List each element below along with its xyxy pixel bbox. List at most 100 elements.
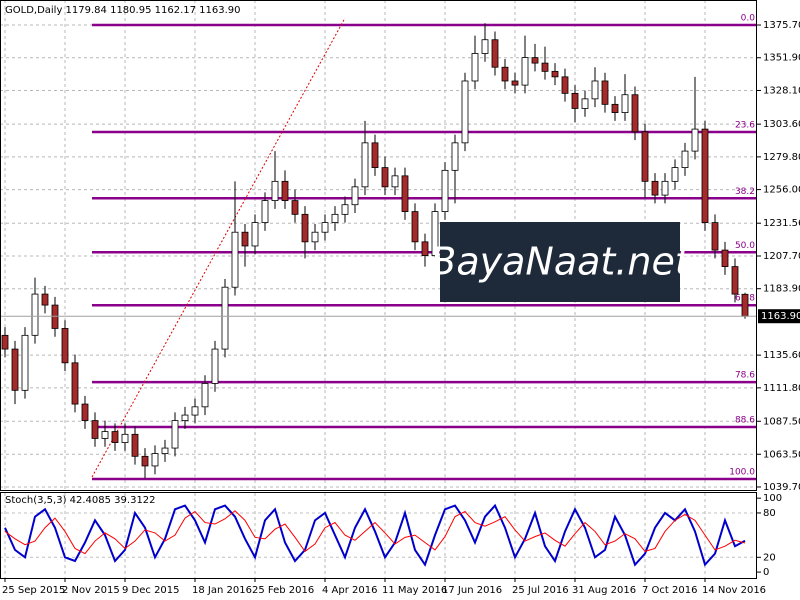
stoch-frame [0,492,757,579]
candle-body [421,241,429,256]
candle-body [721,249,729,267]
trend-line [91,17,346,478]
fib-label: 78.6 [735,371,755,381]
candle-body [281,180,289,201]
y-tick-label: 1279.80 [763,152,800,163]
x-tick-label: 2 Nov 2015 [62,585,120,596]
candle-body [261,200,269,223]
candle-body [531,57,539,64]
candle-body [251,222,259,247]
candle-body [241,231,249,247]
y-tick-label: 1111.80 [763,383,800,394]
candle-body [431,211,439,256]
candle-body [551,70,559,78]
x-tick-label: 4 Apr 2016 [322,585,377,596]
x-tick-label: 25 Feb 2016 [252,585,314,596]
candle-body [621,94,629,114]
x-tick-label: 17 Jun 2016 [442,585,502,596]
x-tick-label: 18 Jan 2016 [192,585,252,596]
candle-body [211,348,219,384]
y-tick-label: 1063.50 [763,449,800,460]
fib-label: 100.0 [729,468,755,478]
y-tick-label: 100 [763,493,782,504]
main-frame [0,0,757,491]
candle-body [481,39,489,54]
y-tick-label: 20 [763,552,776,563]
candle-body [301,213,309,243]
y-tick-label: 1351.90 [763,53,800,64]
candle-body [1,334,9,350]
candle-body [401,175,409,212]
y-tick-label: 1183.90 [763,284,800,295]
y-tick-label: 1039.70 [763,482,800,493]
candle-body [611,103,619,114]
y-tick-label: 1303.60 [763,119,800,130]
candle-body [631,94,639,133]
candle-body [681,150,689,168]
candle-body [661,180,669,196]
fib-label: 23.6 [735,120,755,130]
candle-body [81,403,89,421]
candle-body [641,131,649,182]
candle-body [201,383,209,408]
candle-body [151,453,159,467]
candle-body [111,431,119,443]
candle-body [191,406,199,416]
candle-body [731,266,739,295]
y-tick-label: 1207.70 [763,251,800,262]
candle-body [521,57,529,86]
y-tick-label: 1231.56 [763,218,800,229]
x-tick-label: 11 May 2016 [382,585,447,596]
fib-label: 0.0 [741,14,756,24]
grid [0,0,757,578]
y-tick-label: 80 [763,508,776,519]
x-tick-label: 14 Nov 2016 [702,585,766,596]
candle-body [61,328,69,364]
x-tick-label: 25 Sep 2015 [2,585,65,596]
candle-body [51,304,59,329]
candle-body [691,128,699,152]
candle-body [321,222,329,233]
candle-body [651,180,659,196]
candle-body [101,431,109,439]
candle-body [181,414,189,421]
candle-body [441,169,449,212]
candle-body [271,180,279,201]
candle-body [331,213,339,223]
candle-body [711,222,719,251]
x-tick-label: 9 Dec 2015 [122,585,180,596]
watermark-text: BayaNaat.net [430,240,692,284]
candle-body [11,348,19,391]
y-tick-label: 1375.70 [763,20,800,31]
candle-body [91,420,99,439]
candle-body [231,231,239,288]
candle-body [511,80,519,86]
candle-body [291,200,299,215]
candle-body [581,98,589,109]
candle-body [471,53,479,82]
candle-body [71,362,79,405]
candle-body [671,167,679,182]
candle-body [501,66,509,82]
candle-body [311,231,319,243]
x-tick-label: 7 Oct 2016 [642,585,697,596]
y-tick-label: 1087.50 [763,416,800,427]
candle-body [411,211,419,243]
candle-body [571,92,579,109]
stoch-title: Stoch(3,5,3) 42.4085 39.3122 [5,495,156,506]
candle-body [171,420,179,449]
candle-body [131,433,139,457]
y-tick-label: 1328.10 [763,85,800,96]
candle-body [541,62,549,72]
candle-body [21,334,29,391]
candle-body [601,80,609,105]
current-price-label: 1163.90 [761,311,800,322]
candle-body [371,142,379,168]
candle-body [141,455,149,467]
candle-body [341,204,349,215]
fib-label: 88.6 [735,416,755,426]
fib-label: 50.0 [735,241,755,251]
candle-body [381,167,389,188]
y-tick-label: 1256.00 [763,185,800,196]
